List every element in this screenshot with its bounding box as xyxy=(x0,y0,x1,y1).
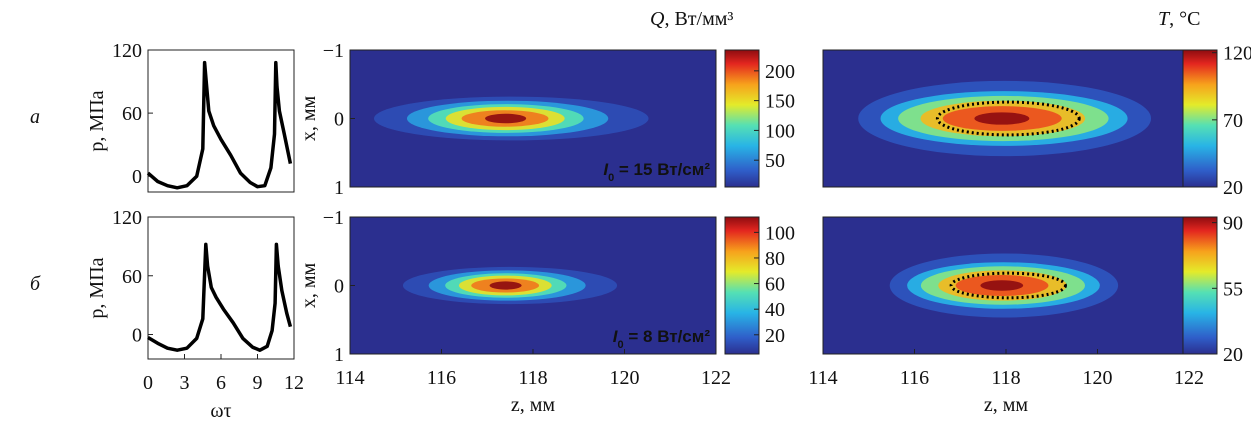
thermal-dose-contour xyxy=(935,100,1081,137)
row-label-b: б xyxy=(30,273,41,295)
x-tick-label: 120 xyxy=(1083,367,1113,389)
x-tick-label: 120 xyxy=(610,367,640,389)
pressure-curve xyxy=(147,242,293,352)
intensity-annotation: I0 = 15 Вт/см² xyxy=(603,160,710,184)
heatmap-layers xyxy=(889,253,1119,318)
colorbar-title-t-symbol: T xyxy=(1158,8,1171,30)
y-axis-label: x, мм xyxy=(298,263,320,309)
colorbar-title-q-unit: , Вт/мм³ xyxy=(664,8,733,30)
y-tick-label: 0 xyxy=(132,166,142,188)
x-tick-label: 116 xyxy=(900,367,929,389)
colorbar-tick-label: 50 xyxy=(765,150,785,172)
y-tick-label: 60 xyxy=(122,266,142,288)
thermal-dose-contour xyxy=(949,271,1067,300)
colorbar-title-t: T, °С xyxy=(1158,8,1200,30)
colorbar-tick-label: 70 xyxy=(1223,110,1243,132)
y-axis-label: p, МПа xyxy=(86,257,108,318)
heat-contour-band xyxy=(974,112,1030,125)
pressure-plot-b: 0 60 120 0 3 6 9 12 ωτ p, МПа xyxy=(86,207,304,422)
heat-contour-band xyxy=(980,280,1024,291)
colorbar-tick-label: 200 xyxy=(765,61,795,83)
intensity-value: = 15 Вт/см² xyxy=(614,160,710,179)
pressure-curve xyxy=(146,60,293,190)
intensity-subscript: 0 xyxy=(618,339,624,351)
x-axis-label: z, мм xyxy=(511,394,556,416)
colorbar-title-q: Q, Вт/мм³ xyxy=(650,8,733,30)
row-label-a: а xyxy=(30,106,40,128)
colorbar-tick-label: 20 xyxy=(765,325,785,347)
intensity-symbol: I xyxy=(603,160,609,179)
y-tick-label: −1 xyxy=(323,40,344,62)
colorbar-tick-label: 60 xyxy=(765,274,785,296)
y-tick-label: 120 xyxy=(112,207,142,229)
heatmap-layers xyxy=(858,80,1152,157)
plot-frame xyxy=(147,49,295,193)
temperature-map-a: 20 70 120 xyxy=(822,43,1251,199)
x-axis-label: z, мм xyxy=(984,394,1029,416)
y-tick-label: 1 xyxy=(334,344,344,366)
colorbar-title-q-symbol: Q xyxy=(650,8,665,30)
x-tick-label: 122 xyxy=(701,367,731,389)
y-tick-label: −1 xyxy=(323,207,344,229)
x-tick-label: 0 xyxy=(143,372,153,394)
x-tick-label: 116 xyxy=(427,367,456,389)
colorbar-tick-label: 55 xyxy=(1223,278,1243,300)
y-tick-label: 60 xyxy=(122,103,142,125)
colorbar-title-t-unit: , °С xyxy=(1169,8,1200,30)
x-tick-label: 114 xyxy=(335,367,364,389)
plot-frame xyxy=(147,216,295,360)
x-tick-label: 3 xyxy=(180,372,190,394)
y-tick-label: 1 xyxy=(334,177,344,199)
heat-contour-band xyxy=(485,113,527,124)
intensity-annotation: I0 = 8 Вт/см² xyxy=(613,327,711,351)
x-tick-label: 114 xyxy=(808,367,837,389)
y-tick-label: 0 xyxy=(334,276,344,298)
intensity-subscript: 0 xyxy=(608,172,614,184)
colorbar-tick-label: 120 xyxy=(1223,43,1251,65)
colorbar xyxy=(724,216,760,355)
y-axis-label: p, МПа xyxy=(86,90,108,151)
colorbar-tick-label: 80 xyxy=(765,248,785,270)
y-tick-label: 0 xyxy=(334,109,344,131)
intensity-symbol: I xyxy=(613,327,619,346)
colorbar xyxy=(724,49,760,188)
heat-contour-band xyxy=(489,281,522,290)
temperature-map-b: 114 116 118 120 122 z, мм 20 55 90 xyxy=(808,213,1243,416)
colorbar-tick-label: 150 xyxy=(765,91,795,113)
colorbar-tick-label: 40 xyxy=(765,299,785,321)
y-axis-label: x, мм xyxy=(298,96,320,142)
y-tick-label: 0 xyxy=(132,325,142,347)
x-tick-label: 118 xyxy=(991,367,1020,389)
colorbar xyxy=(1182,216,1218,355)
x-tick-label: 122 xyxy=(1174,367,1204,389)
x-tick-label: 118 xyxy=(518,367,547,389)
colorbar-tick-label: 20 xyxy=(1223,177,1243,199)
y-tick-label: 120 xyxy=(112,40,142,62)
x-tick-label: 9 xyxy=(253,372,263,394)
x-axis-label: ωτ xyxy=(210,400,231,422)
heatmap-layers xyxy=(374,96,649,141)
colorbar-tick-label: 100 xyxy=(765,222,795,244)
x-tick-label: 6 xyxy=(216,372,226,394)
x-tick-label: 12 xyxy=(284,372,304,394)
colorbar-tick-label: 90 xyxy=(1223,213,1243,235)
colorbar xyxy=(1182,49,1218,188)
intensity-value: = 8 Вт/см² xyxy=(624,327,711,346)
pressure-plot-a: 0 60 120 p, МПа xyxy=(86,40,295,193)
colorbar-tick-label: 100 xyxy=(765,120,795,142)
colorbar-tick-label: 20 xyxy=(1223,344,1243,366)
heatmap-layers xyxy=(402,266,618,305)
